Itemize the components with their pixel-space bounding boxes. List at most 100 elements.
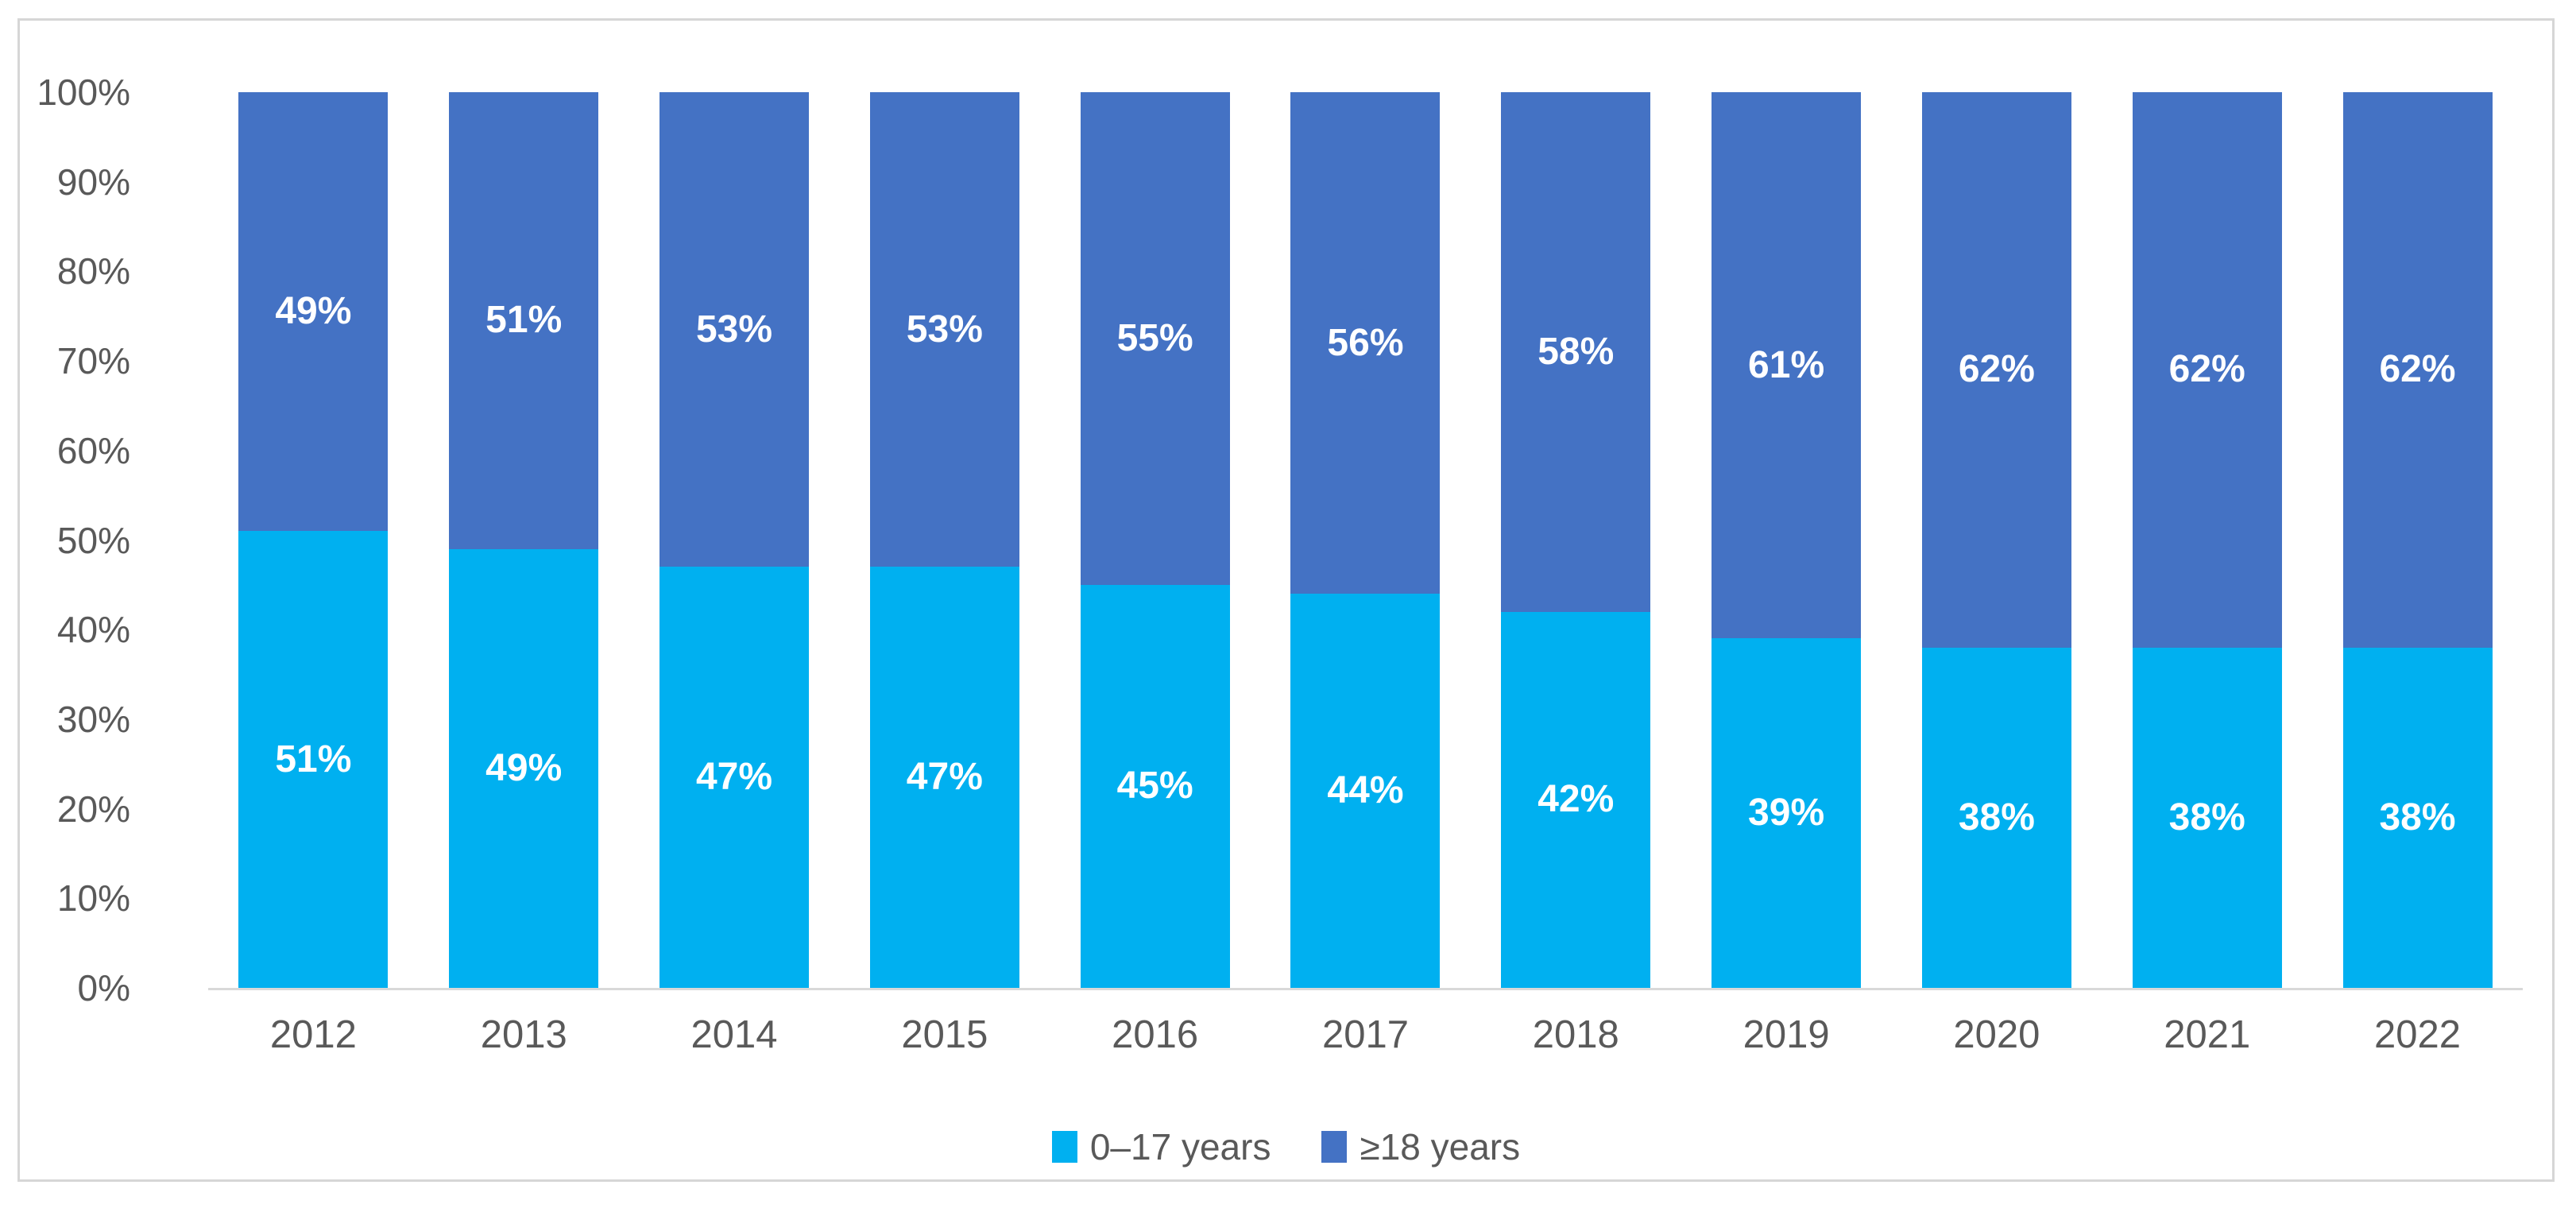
bar-segment-2015-children: 47%	[869, 567, 1019, 988]
stacked-bar-2020: 62% 38%	[1921, 92, 2071, 988]
data-label: 62%	[2168, 348, 2245, 391]
y-axis-tick-label: 0%	[77, 967, 130, 1009]
bar-segment-2018-adults: 58%	[1501, 92, 1651, 612]
data-label: 53%	[695, 308, 773, 350]
data-label: 38%	[2168, 796, 2245, 838]
bar-slot-2021: 62% 38%	[2102, 92, 2312, 988]
x-axis-label-2015: 2015	[901, 1013, 988, 1056]
legend-swatch-children	[1051, 1131, 1077, 1163]
stacked-bar-2021: 62% 38%	[2132, 92, 2282, 988]
data-label: 62%	[1958, 348, 2035, 391]
bar-segment-2014-children: 47%	[659, 567, 810, 988]
stacked-bar-2022: 62% 38%	[2342, 92, 2493, 988]
legend-label: ≥18 years	[1360, 1126, 1521, 1167]
x-axis-label-2018: 2018	[1532, 1013, 1619, 1056]
x-axis-label-2021: 2021	[2164, 1013, 2251, 1056]
bar-slot-2017: 56% 44%	[1260, 92, 1471, 988]
bar-slot-2022: 62% 38%	[2312, 92, 2523, 988]
stacked-bar-2013: 51% 49%	[449, 92, 599, 988]
y-axis-tick-label: 40%	[56, 609, 130, 651]
data-label: 49%	[485, 746, 563, 789]
bar-slot-2018: 58% 42%	[1471, 92, 1681, 988]
y-axis-tick-label: 50%	[56, 519, 130, 561]
bar-segment-2021-children: 38%	[2132, 647, 2282, 988]
data-label: 61%	[1748, 343, 1825, 386]
bar-slot-2020: 62% 38%	[1892, 92, 2102, 988]
bar-segment-2016-adults: 55%	[1080, 92, 1230, 585]
x-axis-label-2020: 2020	[1953, 1013, 2040, 1056]
bar-segment-2017-children: 44%	[1290, 594, 1441, 988]
stacked-bar-2014: 53% 47%	[659, 92, 810, 988]
y-axis-tick-label: 60%	[56, 429, 130, 471]
bar-segment-2013-adults: 51%	[449, 92, 599, 549]
y-axis-tick-label: 20%	[56, 788, 130, 830]
x-axis-label-2017: 2017	[1321, 1013, 1409, 1056]
x-axis-label-2022: 2022	[2374, 1013, 2462, 1056]
bar-segment-2016-children: 45%	[1080, 584, 1230, 988]
x-axis-baseline	[208, 988, 2523, 990]
stacked-bar-2012: 49% 51%	[238, 92, 389, 988]
data-label: 51%	[275, 738, 352, 780]
y-axis-tick-label: 10%	[56, 877, 130, 920]
bar-slot-2014: 53% 47%	[629, 92, 840, 988]
x-axis-label-2014: 2014	[690, 1013, 778, 1056]
legend-label: 0–17 years	[1089, 1126, 1271, 1167]
data-label: 49%	[275, 290, 352, 333]
stacked-bar-2018: 58% 42%	[1501, 92, 1651, 988]
x-axis-label-2016: 2016	[1112, 1013, 1199, 1056]
data-label: 42%	[1537, 778, 1615, 821]
bar-segment-2019-children: 39%	[1712, 638, 1862, 988]
stacked-bar-2015: 53% 47%	[869, 92, 1019, 988]
x-axis-label-2019: 2019	[1742, 1013, 1830, 1056]
data-label: 53%	[906, 308, 983, 350]
data-label: 44%	[1327, 769, 1404, 812]
y-axis-tick-label: 90%	[56, 161, 130, 203]
y-axis-tick-label: 30%	[56, 698, 130, 740]
bar-segment-2018-children: 42%	[1501, 611, 1651, 988]
x-axis-label-2012: 2012	[269, 1013, 357, 1056]
bar-slot-2019: 61% 39%	[1681, 92, 1892, 988]
legend-item-children: 0–17 years	[1051, 1125, 1271, 1168]
data-label: 47%	[906, 756, 983, 799]
data-label: 47%	[695, 756, 773, 799]
stacked-bar-2017: 56% 44%	[1290, 92, 1441, 988]
bar-segment-2017-adults: 56%	[1290, 92, 1441, 594]
x-axis: 2012 2013 2014 2015 2016 2017 2018 2019 2020 2021…	[208, 1013, 2523, 1057]
bar-segment-2020-adults: 62%	[1921, 92, 2071, 648]
bar-segment-2012-adults: 49%	[238, 92, 389, 532]
bar-segment-2021-adults: 62%	[2132, 92, 2282, 648]
data-label: 38%	[2379, 796, 2456, 838]
bar-slot-2013: 51% 49%	[419, 92, 629, 988]
y-axis-tick-label: 100%	[37, 72, 130, 113]
data-label: 58%	[1537, 330, 1615, 373]
legend: 0–17 years ≥18 years	[20, 1125, 2552, 1168]
bar-segment-2022-adults: 62%	[2342, 92, 2493, 648]
data-label: 56%	[1327, 321, 1404, 364]
bar-segment-2014-adults: 53%	[659, 92, 810, 567]
y-axis-tick-label: 80%	[56, 250, 130, 292]
bar-segment-2019-adults: 61%	[1712, 92, 1862, 639]
bar-segment-2015-adults: 53%	[869, 92, 1019, 567]
data-label: 39%	[1748, 792, 1825, 834]
bar-segment-2020-children: 38%	[1921, 647, 2071, 988]
stacked-bar-2019: 61% 39%	[1712, 92, 1862, 988]
y-axis-tick-label: 70%	[56, 340, 130, 382]
chart-frame: 0% 10% 20% 30% 40% 50% 60% 70% 80% 90% 100% 49% 51%…	[17, 18, 2555, 1182]
plot-area: 49% 51% 51% 49% 53% 47% 53% 47% 55% 45% 56% 44% 58% 4…	[208, 92, 2523, 988]
bar-segment-2013-children: 49%	[449, 548, 599, 988]
bar-slot-2015: 53% 47%	[839, 92, 1050, 988]
bar-slot-2012: 49% 51%	[208, 92, 419, 988]
data-label: 38%	[1958, 796, 2035, 838]
legend-swatch-adults	[1321, 1131, 1348, 1163]
bar-segment-2022-children: 38%	[2342, 647, 2493, 988]
bar-segment-2012-children: 51%	[238, 531, 389, 988]
x-axis-label-2013: 2013	[480, 1013, 567, 1056]
stacked-bar-2016: 55% 45%	[1080, 92, 1230, 988]
bar-slot-2016: 55% 45%	[1050, 92, 1260, 988]
data-label: 51%	[485, 299, 563, 342]
data-label: 45%	[1116, 765, 1193, 807]
data-label: 62%	[2379, 348, 2456, 391]
legend-item-adults: ≥18 years	[1321, 1125, 1520, 1168]
data-label: 55%	[1116, 316, 1193, 359]
